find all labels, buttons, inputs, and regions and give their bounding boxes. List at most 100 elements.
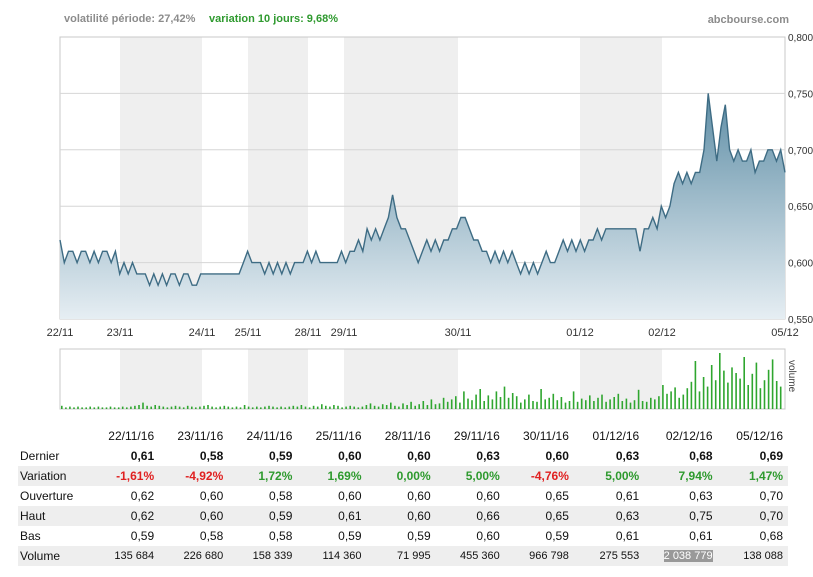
volume-bar [276,407,278,409]
table-cell: 0,66 [476,509,500,523]
volume-bar [337,405,339,409]
volume-bar [207,405,209,409]
volume-bar [503,386,506,409]
volume-bar [65,407,67,409]
volume-bar [101,407,104,409]
volume-bar [593,401,595,409]
table-cell: 0,59 [269,509,293,523]
table-cell: 0,63 [476,449,500,463]
row-label: Volume [20,549,61,563]
volume-bar [621,401,624,409]
table-cell: 1,47% [748,469,783,483]
volume-axis-label: volume [786,360,797,393]
table-cell: 158 339 [252,550,293,562]
volume-bar [296,406,299,409]
x-tick-label: 02/12 [648,327,676,339]
volume-bar [491,399,494,409]
volume-bar [702,377,705,409]
volume-bar [219,406,221,409]
table-cell: -1,61% [116,469,155,483]
volume-bar [178,406,181,409]
table-cell: 0,68 [759,529,783,543]
volume-bar [166,407,169,409]
row-label: Haut [20,509,46,523]
table-cell: 0,60 [407,449,431,463]
table-cell: 0,60 [545,449,569,463]
row-label: Variation [20,469,67,483]
volume-bar [215,407,217,409]
y-tick-label: 0,600 [788,259,813,270]
volume-day-band [344,349,458,409]
x-tick-label: 30/11 [445,327,472,339]
volume-bar [349,405,351,409]
column-header: 28/11/16 [384,429,431,443]
volume-bar [576,401,579,409]
volume-bar [146,405,148,409]
variation-text: variation 10 jours: 9,68% [209,13,338,25]
table-row: Dernier 0,61 0,58 0,59 0,60 0,60 0,63 0,60 0,63 0… [18,446,788,466]
table-cell: 0,58 [199,529,224,543]
volume-bar [264,406,266,409]
volume-bar [585,400,587,409]
volume-bar [714,380,717,409]
table-cell: -4,92% [185,469,224,483]
x-tick-label: 01/12 [566,327,594,339]
table-cell: 0,61 [130,449,155,463]
table-cell: 1,69% [327,469,362,483]
volatility-text: volatilité période: 27,42% [64,13,196,25]
volume-bar [426,405,429,409]
volume-bar [739,378,741,409]
volume-bar [353,406,355,409]
volume-bar [467,398,469,409]
volume-bar [731,367,733,409]
volume-bar [377,406,380,409]
table-cell: 0,63 [615,509,640,523]
x-tick-label: 23/11 [107,327,134,339]
volume-bar [422,401,425,409]
table-row: Ouverture 0,62 0,60 0,58 0,60 0,60 0,60 0,65 0,6… [18,486,788,506]
volume-bar [203,405,205,409]
volume-bar [186,405,189,409]
volume-bar [390,402,392,409]
header-empty-cell [18,426,90,446]
volume-bar [284,407,286,409]
column-header: 24/11/16 [246,429,293,443]
y-tick-label: 0,650 [788,202,813,213]
volume-bar [471,400,473,409]
volume-bar [532,401,534,409]
volume-bar [227,406,230,409]
x-tick-label: 22/11 [47,327,74,339]
volume-bar [723,370,725,409]
table-cell: 0,61 [338,509,362,523]
volume-bar [357,407,360,409]
table-cell: 0,58 [269,489,293,503]
volume-bar [105,407,108,409]
table-cell: 0,60 [407,509,431,523]
volume-bar [341,407,343,409]
volume-bar [280,406,282,409]
table-cell: 0,60 [476,529,500,543]
volume-bar [548,397,550,409]
volume-bar [487,395,490,409]
volume-bar [251,407,254,409]
column-header: 29/11/16 [453,429,500,443]
volume-bar [609,399,611,409]
volume-bar [747,385,749,409]
volume-bar [613,397,615,409]
table-cell: 0,75 [689,509,713,523]
volume-bar [414,405,416,409]
table-cell: 138 088 [743,550,783,562]
quotes-table: 22/11/16 23/11/16 24/11/16 25/11/16 28/11/16… [18,426,788,566]
table-cell: -4,76% [530,469,569,483]
column-header: 02/12/16 [665,429,713,443]
volume-bar [434,404,437,409]
volume-bar [779,386,782,409]
volume-bar [511,393,514,409]
column-header: 23/11/16 [177,429,224,443]
volume-bar [365,405,368,409]
volume-bar [77,406,79,409]
volume-bar [438,403,441,409]
volume-bar [682,394,685,409]
table-cell: 5,00% [605,469,640,483]
volume-bar [520,402,522,409]
